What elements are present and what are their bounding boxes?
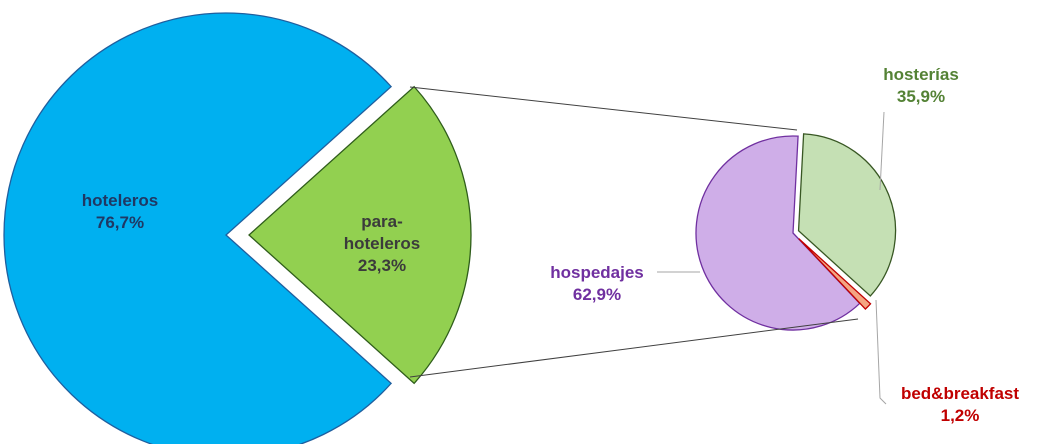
connector-line (409, 86, 798, 131)
slice-value: 1,2% (940, 406, 980, 425)
slice-category: hospedajes (550, 263, 644, 282)
pie-slice (695, 135, 861, 331)
leader-line (879, 111, 885, 191)
slice-label: bed&breakfast 1,2% (870, 383, 1038, 427)
slice-category: hoteleros (81, 191, 159, 210)
slice-value: 76,7% (95, 213, 145, 232)
pie-slice (3, 12, 393, 444)
slice-label: hospedajes 62,9% (517, 262, 677, 306)
slice-value: 23,3% (357, 256, 407, 275)
pie-slice (798, 238, 872, 310)
pie-slice (797, 133, 897, 297)
pie-slice (248, 85, 472, 385)
slice-value: 62,9% (572, 285, 622, 304)
slice-category: para-hoteleros (343, 212, 421, 253)
leader-line (875, 299, 887, 405)
connector-line (409, 318, 859, 378)
slice-value: 35,9% (896, 87, 946, 106)
slice-category: hosterías (883, 65, 959, 84)
slice-label: para-hoteleros 23,3% (337, 211, 427, 277)
slice-label: hosterías 35,9% (851, 64, 991, 108)
slice-category: bed&breakfast (900, 384, 1020, 403)
slice-label: hoteleros 76,7% (50, 190, 190, 234)
